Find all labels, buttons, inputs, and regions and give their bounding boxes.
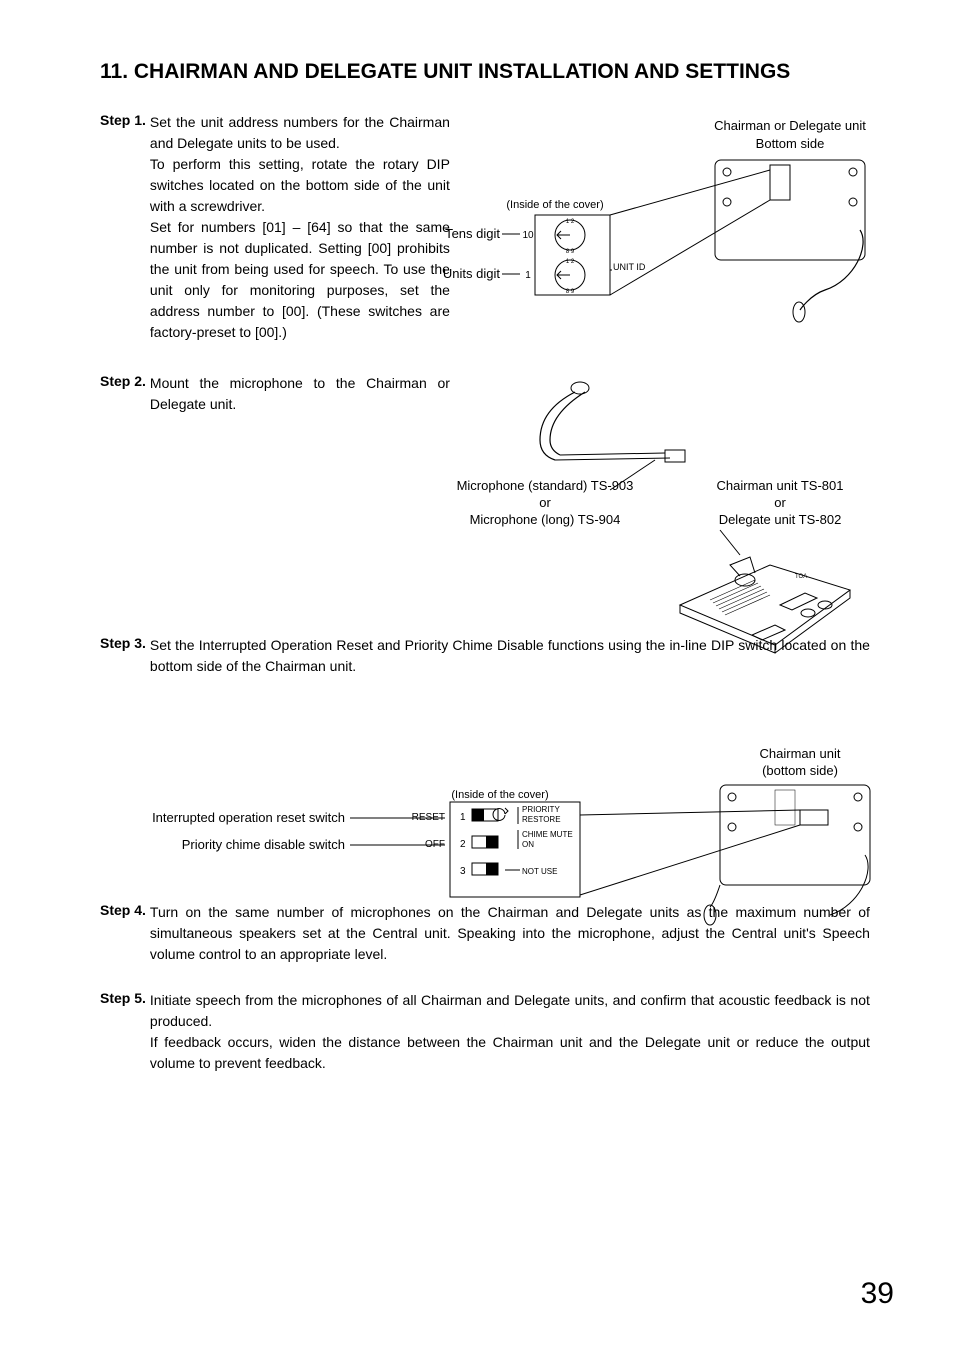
- figure-1: Chairman or Delegate unit Bottom side (I…: [440, 110, 880, 360]
- svg-text:TOA: TOA: [795, 574, 807, 580]
- fig2-unit2: Delegate unit TS-802: [719, 512, 842, 527]
- svg-text:8 9: 8 9: [566, 289, 575, 295]
- page-number: 39: [861, 1277, 894, 1311]
- step1-label: Step 1.: [100, 112, 146, 343]
- step2-label: Step 2.: [100, 373, 146, 415]
- svg-text:2: 2: [460, 839, 466, 850]
- figure-2: Microphone (standard) TS-903 or Micropho…: [430, 375, 880, 665]
- fig3-top1: Chairman unit: [760, 746, 841, 761]
- fig1-coverlabel: (Inside of the cover): [506, 199, 603, 211]
- fig1-toplabel2: Bottom side: [756, 136, 825, 151]
- step1-p3: Set for numbers [01] – [64] so that the …: [150, 219, 450, 340]
- svg-text:1: 1: [460, 812, 466, 823]
- fig2-or1: or: [539, 495, 551, 510]
- fig1-units-n: 1: [525, 270, 531, 281]
- fig3-sw2: Priority chime disable switch: [182, 837, 345, 852]
- step2-body: Mount the microphone to the Chairman or …: [150, 373, 450, 415]
- fig2-or2: or: [774, 495, 786, 510]
- step1-p1: Set the unit address numbers for the Cha…: [150, 114, 450, 151]
- step5-label: Step 5.: [100, 990, 146, 1074]
- fig3-restore: RESTORE: [522, 815, 561, 824]
- svg-text:8 9: 8 9: [566, 249, 575, 255]
- svg-text:1 2: 1 2: [566, 219, 575, 225]
- fig3-sw1: Interrupted operation reset switch: [152, 810, 345, 825]
- step5-p1: Initiate speech from the microphones of …: [150, 992, 870, 1029]
- step3-label: Step 3.: [100, 635, 146, 677]
- fig1-tens: Tens digit: [445, 226, 500, 241]
- fig1-units: Units digit: [443, 266, 500, 281]
- svg-text:1 2: 1 2: [566, 259, 575, 265]
- fig2-unit1: Chairman unit TS-801: [717, 478, 844, 493]
- step5-p2: If feedback occurs, widen the distance b…: [150, 1034, 870, 1071]
- fig3-top2: (bottom side): [762, 763, 838, 778]
- section-title: 11. CHAIRMAN AND DELEGATE UNIT INSTALLAT…: [100, 60, 894, 84]
- fig3-chime: CHIME MUTE: [522, 830, 573, 839]
- fig3-on: ON: [522, 840, 534, 849]
- fig2-mic1: Microphone (standard) TS-903: [457, 478, 634, 493]
- fig3-priority: PRIORITY: [522, 805, 560, 814]
- fig3-cover: (Inside of the cover): [451, 789, 548, 801]
- fig1-unitid: UNIT ID: [613, 262, 646, 272]
- svg-text:3: 3: [460, 866, 466, 877]
- fig1-toplabel1: Chairman or Delegate unit: [714, 118, 866, 133]
- figure-3: Chairman unit (bottom side) (Inside of t…: [110, 740, 890, 930]
- fig3-notuse: NOT USE: [522, 867, 557, 876]
- fig1-tens-n: 10: [522, 230, 534, 241]
- step1-p2: To perform this setting, rotate the rota…: [150, 156, 450, 214]
- fig2-mic2: Microphone (long) TS-904: [470, 512, 621, 527]
